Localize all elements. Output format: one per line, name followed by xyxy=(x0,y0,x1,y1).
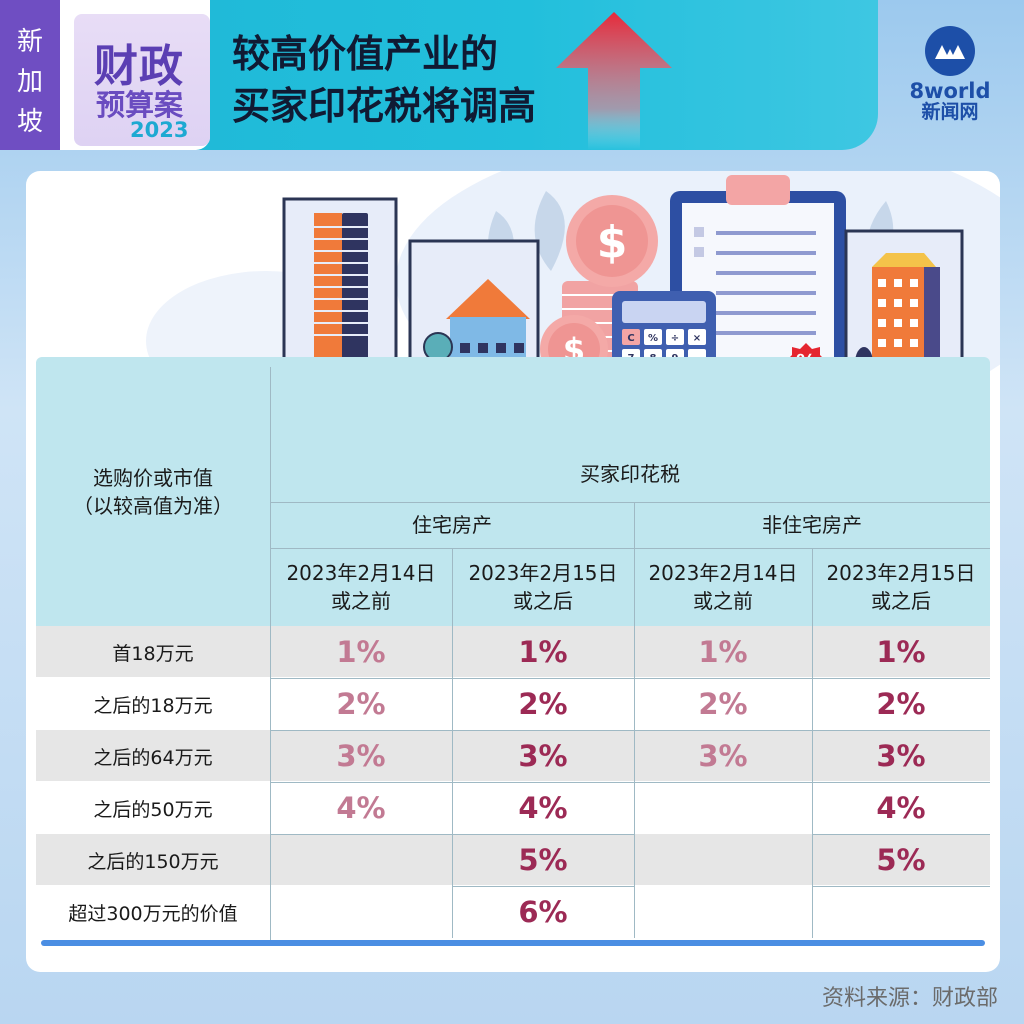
rate-value: 3% xyxy=(876,739,926,773)
table-row xyxy=(36,626,990,677)
row-label: 之后的18万元 xyxy=(93,694,213,717)
rate-value: 3% xyxy=(336,739,386,773)
divider xyxy=(270,502,990,503)
subgroup-residential: 住宅房产 xyxy=(412,513,492,537)
title-line-1: 较高价值产业的 xyxy=(232,32,499,76)
divider xyxy=(452,886,634,887)
divider xyxy=(270,678,452,679)
divider xyxy=(270,730,452,731)
page-title: 较高价值产业的 买家印花税将调高 xyxy=(232,28,536,132)
title-line-2: 买家印花税将调高 xyxy=(232,84,537,128)
period-header: 2023年2月14日 或之前 xyxy=(286,561,436,613)
logo-text: 8world xyxy=(909,79,991,103)
divider xyxy=(452,548,453,626)
row-label: 超过300万元的价值 xyxy=(68,902,238,925)
rate-value: 1% xyxy=(518,635,568,669)
row-label: 之后的64万元 xyxy=(93,746,213,769)
rate-value: 4% xyxy=(518,791,568,825)
rate-value: 6% xyxy=(518,895,568,929)
period-header: 2023年2月14日 或之前 xyxy=(648,561,798,613)
group-title: 买家印花税 xyxy=(580,462,680,486)
divider xyxy=(270,782,452,783)
divider xyxy=(452,782,634,783)
rate-value: 1% xyxy=(876,635,926,669)
rate-value: 2% xyxy=(518,687,568,721)
badge-subtitle: 预算案 xyxy=(96,88,184,122)
rate-value: 2% xyxy=(698,687,748,721)
up-arrow-icon xyxy=(556,12,672,150)
table-row xyxy=(36,834,990,885)
divider xyxy=(270,548,990,549)
rate-value: 1% xyxy=(336,635,386,669)
bottom-bar xyxy=(41,940,985,946)
row-label: 首18万元 xyxy=(112,642,194,665)
source-note: 资料来源：财政部 xyxy=(821,986,998,1011)
divider xyxy=(634,678,812,679)
rate-value: 4% xyxy=(336,791,386,825)
calculator-key xyxy=(688,329,706,345)
table-header xyxy=(36,357,990,626)
badge-year: 2023 xyxy=(130,118,189,142)
divider xyxy=(452,834,634,835)
divider xyxy=(270,367,271,940)
8world-logo: 8world 新闻网 xyxy=(907,26,993,122)
logo-subtext: 新闻网 xyxy=(921,101,979,123)
table-row xyxy=(36,730,990,781)
office-tower-picture xyxy=(282,197,398,361)
row-label: 之后的150万元 xyxy=(87,850,219,873)
stamp-duty-table: 选购价或市值 （以较高值为准） 买家印花税 住宅房产 非住宅房产 2023年2月… xyxy=(36,357,990,940)
rate-value: 4% xyxy=(876,791,926,825)
period-header: 2023年2月15日 或之后 xyxy=(468,561,618,613)
row-header-line: 选购价或市值 xyxy=(93,465,213,490)
calculator-key-label: × xyxy=(693,333,701,344)
badge-title: 财政 xyxy=(94,41,184,92)
calculator-key xyxy=(666,329,684,345)
calculator-key-label: ÷ xyxy=(671,333,679,344)
divider xyxy=(634,730,812,731)
header-banner: 新 加 坡 财政 预算案 2023 较高价值产业的 买家印花税将调高 8wor xyxy=(0,0,991,150)
rate-value: 5% xyxy=(518,843,568,877)
divider xyxy=(270,834,452,835)
divider xyxy=(812,782,990,783)
rate-value: 5% xyxy=(876,843,926,877)
calculator-key-label: % xyxy=(648,333,658,344)
rate-value: 3% xyxy=(518,739,568,773)
divider xyxy=(812,886,990,887)
divider xyxy=(634,782,812,783)
8world-logo-icon xyxy=(925,26,975,76)
row-label: 之后的50万元 xyxy=(93,798,213,821)
row-header-cell: 选购价或市值 （以较高值为准） xyxy=(36,357,270,626)
divider xyxy=(812,730,990,731)
budget-badge: 财政 预算案 2023 xyxy=(60,0,210,150)
divider xyxy=(812,834,990,835)
region-tag: 新 加 坡 xyxy=(0,0,60,150)
rate-value: 1% xyxy=(698,635,748,669)
divider xyxy=(812,548,813,626)
region-tag-char: 新 xyxy=(16,27,43,57)
region-tag-char: 坡 xyxy=(16,107,43,137)
divider xyxy=(452,730,634,731)
calculator-key xyxy=(644,329,662,345)
divider xyxy=(634,502,635,626)
period-header: 2023年2月15日 或之后 xyxy=(826,561,976,613)
subgroup-nonresidential: 非住宅房产 xyxy=(762,513,862,537)
divider xyxy=(812,678,990,679)
rate-value: 2% xyxy=(336,687,386,721)
row-header-line: （以较高值为准） xyxy=(73,493,233,518)
calculator-key-label: C xyxy=(627,333,634,344)
dollar-icon: $ xyxy=(597,217,628,268)
region-tag-char: 加 xyxy=(16,67,43,97)
divider xyxy=(452,678,634,679)
rate-value: 3% xyxy=(698,739,748,773)
calculator-key xyxy=(622,329,640,345)
rate-value: 2% xyxy=(876,687,926,721)
